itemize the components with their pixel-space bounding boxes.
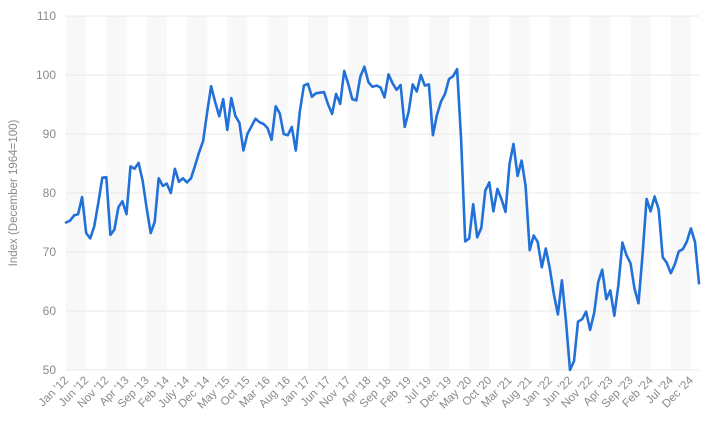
y-axis-title: Index (December 1964=100) xyxy=(8,119,20,266)
y-axis-tick-labels: 50 60 70 80 90 100 110 xyxy=(36,9,56,377)
series-line[interactable] xyxy=(64,65,701,372)
y-tick-label: 110 xyxy=(37,9,56,23)
gridlines xyxy=(66,15,699,371)
y-tick-label: 90 xyxy=(43,127,57,141)
y-tick-label: 100 xyxy=(36,68,56,82)
y-tick-label: 70 xyxy=(43,245,57,259)
data-series-line xyxy=(64,65,701,372)
y-tick-label: 50 xyxy=(43,363,57,377)
y-tick-label: 80 xyxy=(43,186,57,200)
y-tick-label: 60 xyxy=(43,304,57,318)
